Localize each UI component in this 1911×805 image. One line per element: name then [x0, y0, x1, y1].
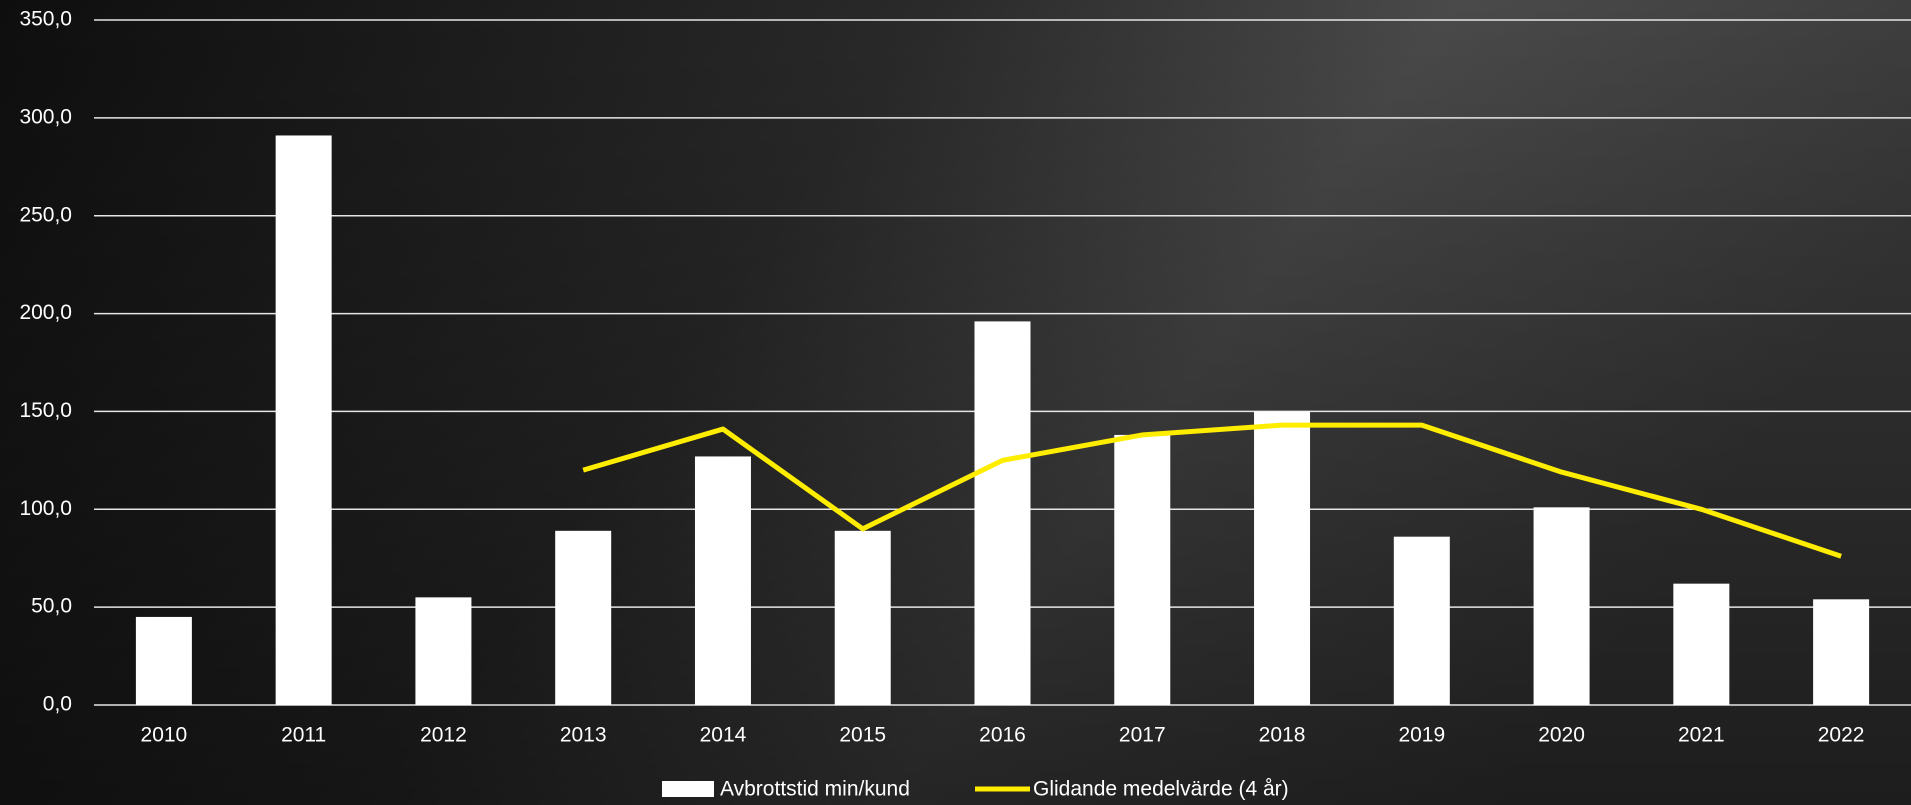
y-tick-label: 250,0 [19, 203, 72, 226]
bar [1393, 536, 1450, 705]
y-tick-label: 50,0 [31, 595, 72, 618]
x-tick-label: 2021 [1678, 724, 1725, 747]
x-tick-label: 2015 [839, 724, 886, 747]
x-tick-label: 2010 [141, 724, 188, 747]
bar [275, 135, 332, 705]
y-tick-label: 150,0 [19, 399, 72, 422]
y-tick-label: 200,0 [19, 301, 72, 324]
x-tick-label: 2011 [281, 724, 326, 747]
bar [1114, 434, 1171, 705]
y-tick-label: 350,0 [19, 8, 72, 31]
bar [135, 616, 192, 705]
x-tick-label: 2022 [1818, 724, 1865, 747]
bar [415, 597, 472, 705]
x-tick-label: 2017 [1119, 724, 1166, 747]
bar [834, 530, 891, 705]
line [582, 422, 1842, 559]
x-tick-label: 2018 [1259, 724, 1306, 747]
bar [1533, 507, 1590, 705]
x-tick-label: 2014 [700, 724, 747, 747]
y-tick-label: 0,0 [43, 693, 72, 716]
bar [555, 530, 612, 705]
y-tick-label: 100,0 [19, 497, 72, 520]
x-tick-label: 2019 [1398, 724, 1445, 747]
bar [694, 456, 751, 705]
legend-label: Glidande medelvärde (4 år) [1033, 778, 1289, 801]
y-tick-label: 300,0 [19, 105, 72, 128]
x-tick-label: 2012 [420, 724, 467, 747]
x-tick-label: 2016 [979, 724, 1026, 747]
x-tick-label: 2020 [1538, 724, 1585, 747]
legend-swatch [662, 781, 714, 797]
bar [1813, 599, 1870, 705]
x-tick-label: 2013 [560, 724, 607, 747]
bar [1673, 583, 1730, 705]
legend-label: Avbrottstid min/kund [720, 778, 910, 801]
bar [974, 321, 1031, 705]
bar [1254, 411, 1311, 705]
